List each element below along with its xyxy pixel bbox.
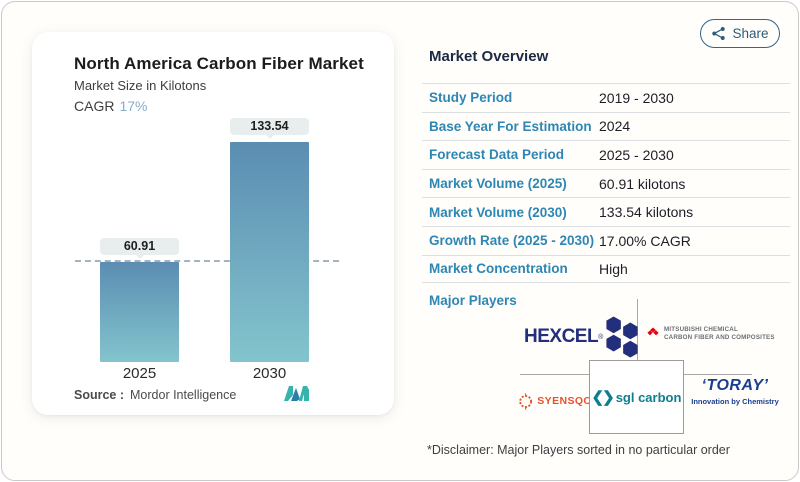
source-label: Source : [74,388,125,402]
row-value: 133.54 kilotons [599,204,694,221]
syensqo-logo: SYENSQO [517,385,592,417]
row-value: High [599,260,628,277]
table-row: Market Concentration High [422,254,790,284]
row-label: Growth Rate (2025 - 2030) [429,233,595,249]
row-value: 2019 - 2030 [599,89,674,106]
mordor-intelligence-logo [284,386,309,401]
mitsubishi-line2: CARBON FIBER AND COMPOSITES [664,333,775,341]
chart-subtitle: Market Size in Kilotons [74,78,207,93]
major-players-label: Major Players [429,293,517,308]
share-icon [712,27,726,40]
x-axis-label-2025: 2025 [122,365,157,382]
hexcel-logo: HEXCEL ® [524,312,642,362]
sgl-brackets-icon: ❮❯ [591,389,615,406]
table-row: Growth Rate (2025 - 2030) 17.00% CAGR [422,225,790,255]
table-row: Study Period 2019 - 2030 [422,83,790,112]
syensqo-logo-text: SYENSQO [537,395,592,407]
share-button[interactable]: Share [700,19,780,48]
row-label: Market Concentration [429,261,568,277]
table-row: Market Volume (2030) 133.54 kilotons [422,197,790,226]
sgl-carbon-logo: ❮❯ sgl carbon [589,360,684,434]
bar-group-2030: 133.54 [230,118,309,362]
row-label: Base Year For Estimation [429,118,592,134]
bar-value-2030: 133.54 [250,119,289,133]
share-label: Share [732,26,769,41]
syensqo-swirl-icon [519,392,533,410]
cagr-value: 17% [119,98,148,114]
cagr-label: CAGR [74,98,115,114]
row-label: Market Volume (2030) [429,204,567,220]
row-value: 60.91 kilotons [599,175,686,192]
source-value: Mordor Intelligence [130,388,237,402]
bar-value-badge-2025: 60.91 [100,238,179,259]
bar-group-2025: 60.91 [100,238,179,362]
bar-value-badge-2030: 133.54 [230,118,309,139]
market-overview-heading: Market Overview [429,48,549,65]
hexcel-hexagons-icon [606,316,638,358]
row-label: Study Period [429,90,513,106]
mitsubishi-line1: MITSUBISHI CHEMICAL [664,326,738,333]
cagr-line: CAGR 17% [74,98,147,114]
chart-card: North America Carbon Fiber Market Market… [32,32,394,415]
overview-table: Study Period 2019 - 2030 Base Year For E… [422,83,790,284]
source-line: Source : Mordor Intelligence [74,388,236,402]
chart-title: North America Carbon Fiber Market [74,54,364,73]
bar-2030 [230,142,309,362]
mitsubishi-logo-text: MITSUBISHI CHEMICAL CARBON FIBER AND COM… [664,326,775,341]
bar-value-2025: 60.91 [123,239,156,253]
bar-chart-plot: 60.91 133.54 2025 2030 [32,32,394,415]
dashed-reference-line [75,260,339,262]
toray-tagline: Innovation by Chemistry [691,397,779,406]
disclaimer-text: *Disclaimer: Major Players sorted in no … [427,443,730,457]
row-value: 17.00% CAGR [599,232,691,249]
row-label: Forecast Data Period [429,147,565,163]
sgl-logo-text: sgl carbon [615,389,682,405]
toray-logo: ‘TORAY’ Innovation by Chemistry [688,377,782,406]
table-row: Market Volume (2025) 60.91 kilotons [422,168,790,198]
row-value: 2025 - 2030 [599,146,674,163]
hexcel-logo-text: HEXCEL [524,326,599,347]
mitsubishi-chemical-logo: MITSUBISHI CHEMICAL CARBON FIBER AND COM… [646,326,782,341]
table-row: Base Year For Estimation 2024 [422,111,790,141]
x-axis-label-2030: 2030 [252,365,287,382]
table-row: Forecast Data Period 2025 - 2030 [422,140,790,169]
mitsubishi-diamonds-icon [647,327,659,336]
bar-2025 [100,262,179,362]
row-label: Market Volume (2025) [429,176,567,192]
row-value: 2024 [599,118,631,135]
toray-logo-text: ‘TORAY’ [701,377,769,394]
registered-mark: ® [598,333,604,341]
